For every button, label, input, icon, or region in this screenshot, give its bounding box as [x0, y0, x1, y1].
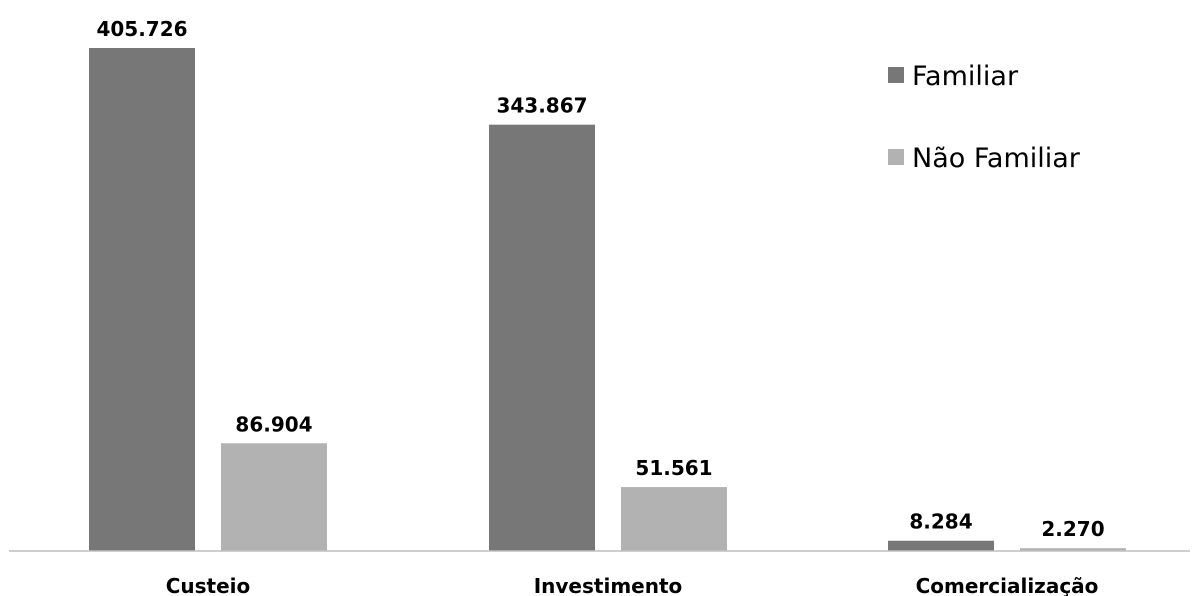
category-labels-group: Custeio Investimento Comercialização	[166, 574, 1099, 596]
data-label-familiar-custeio: 405.726	[96, 17, 187, 41]
legend-label-familiar: Familiar	[912, 61, 1019, 92]
bar-nao-familiar-custeio	[221, 443, 327, 551]
bars-group	[89, 48, 1126, 551]
legend-label-nao-familiar: Não Familiar	[912, 143, 1081, 174]
bar-familiar-investimento	[489, 124, 595, 551]
category-label-comercializacao: Comercialização	[916, 574, 1099, 596]
data-label-familiar-investimento: 343.867	[496, 94, 587, 118]
data-labels-group: 405.726 86.904 343.867 51.561 8.284 2.270	[96, 17, 1104, 541]
bar-nao-familiar-comercializacao	[1020, 548, 1126, 551]
category-label-investimento: Investimento	[534, 574, 683, 596]
data-label-nao-familiar-custeio: 86.904	[235, 412, 312, 436]
legend-swatch-familiar	[888, 67, 904, 83]
data-label-familiar-comercializacao: 8.284	[909, 510, 972, 534]
legend: Familiar Não Familiar	[888, 61, 1081, 174]
bar-familiar-comercializacao	[888, 540, 994, 551]
legend-swatch-nao-familiar	[888, 149, 904, 165]
bar-nao-familiar-investimento	[621, 487, 727, 551]
data-label-nao-familiar-investimento: 51.561	[635, 456, 712, 480]
category-label-custeio: Custeio	[166, 574, 251, 596]
data-label-nao-familiar-comercializacao: 2.270	[1041, 517, 1104, 541]
bar-familiar-custeio	[89, 48, 195, 551]
